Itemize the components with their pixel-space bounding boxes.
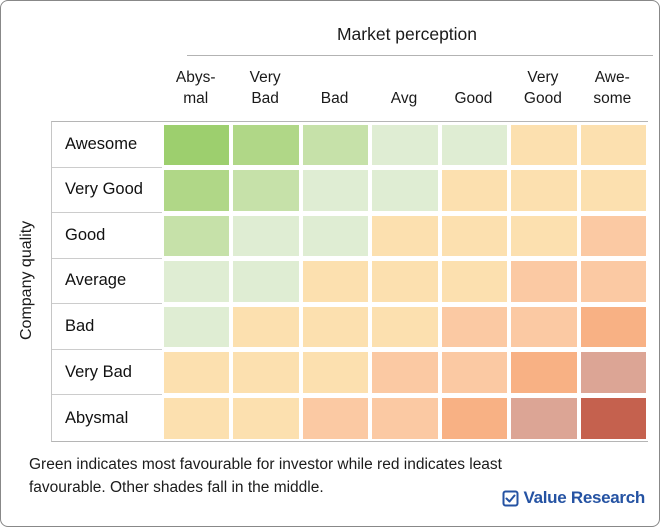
heatmap-cell — [440, 395, 509, 441]
column-header: Avg — [390, 90, 418, 107]
heatmap-cell — [301, 350, 370, 396]
heatmap-cell — [162, 304, 231, 350]
heatmap-cell — [579, 350, 648, 396]
heatmap-cell — [231, 395, 300, 441]
heatmap-cell — [509, 259, 578, 305]
heatmap-cell — [440, 304, 509, 350]
heatmap-cell — [231, 259, 300, 305]
heatmap-cell — [370, 259, 439, 305]
checkbox-icon — [502, 490, 518, 506]
heatmap-cell — [509, 304, 578, 350]
heatmap-cell — [370, 350, 439, 396]
row-label: Average — [52, 259, 162, 305]
column-header: Good — [454, 90, 493, 107]
heatmap-cell — [579, 304, 648, 350]
heatmap-cell — [301, 213, 370, 259]
heatmap-cell — [231, 213, 300, 259]
heatmap-cell — [440, 259, 509, 305]
heatmap-cell — [509, 350, 578, 396]
heatmap-cell — [231, 350, 300, 396]
heatmap-cell — [301, 395, 370, 441]
heatmap-cell — [370, 122, 439, 168]
heatmap-cell — [162, 122, 231, 168]
row-label: Very Good — [52, 168, 162, 214]
heatmap-cell — [162, 350, 231, 396]
heatmap-cell — [579, 168, 648, 214]
heatmap-cell — [162, 213, 231, 259]
heatmap-cell — [440, 213, 509, 259]
heatmap-cell — [440, 350, 509, 396]
heatmap-grid: Awesome Very Good Good Average Bad Very Bad Ab… — [51, 121, 648, 442]
column-headers: Abys-mal Very Bad Bad Avg Good Very Good Awe-som… — [161, 59, 647, 109]
value-research-logo: Value Research — [502, 488, 646, 508]
heatmap-cell — [440, 122, 509, 168]
heatmap-cell — [301, 122, 370, 168]
column-header: Very Bad — [249, 69, 281, 107]
row-label: Bad — [52, 304, 162, 350]
column-header: Abys-mal — [175, 69, 216, 107]
legend-footnote: Green indicates most favourable for inve… — [29, 456, 502, 496]
logo-text: Value Research — [523, 488, 646, 507]
row-label: Abysmal — [65, 408, 129, 427]
x-axis-title: Market perception — [336, 24, 478, 44]
heatmap-cell — [579, 395, 648, 441]
heatmap-cell — [509, 395, 578, 441]
heatmap-cell — [231, 122, 300, 168]
row-label: Awesome — [52, 122, 162, 168]
heatmap-cell — [509, 122, 578, 168]
heatmap-cell — [509, 213, 578, 259]
heatmap-cell — [370, 213, 439, 259]
heatmap-cell — [579, 122, 648, 168]
heatmap-cell — [301, 259, 370, 305]
heatmap-cell — [370, 304, 439, 350]
heatmap-cell — [162, 395, 231, 441]
heatmap-cell — [370, 395, 439, 441]
row-label: Good — [52, 213, 162, 259]
heatmap-cell — [579, 259, 648, 305]
heatmap-cell — [370, 168, 439, 214]
x-axis-divider-line — [187, 55, 653, 56]
heatmap-cell — [440, 168, 509, 214]
heatmap-cell — [301, 168, 370, 214]
heatmap-cell — [579, 213, 648, 259]
column-header: Bad — [320, 90, 349, 107]
heatmap-cell — [231, 304, 300, 350]
heatmap-cell — [301, 304, 370, 350]
y-axis-title: Company quality — [18, 220, 35, 341]
column-header: Awe-some — [593, 69, 632, 107]
heatmap-cell — [231, 168, 300, 214]
heatmap-cell — [162, 168, 231, 214]
row-label: Very Bad — [52, 350, 162, 396]
heatmap-cell — [509, 168, 578, 214]
heatmap-cell — [162, 259, 231, 305]
column-header: Very Good — [523, 69, 562, 107]
